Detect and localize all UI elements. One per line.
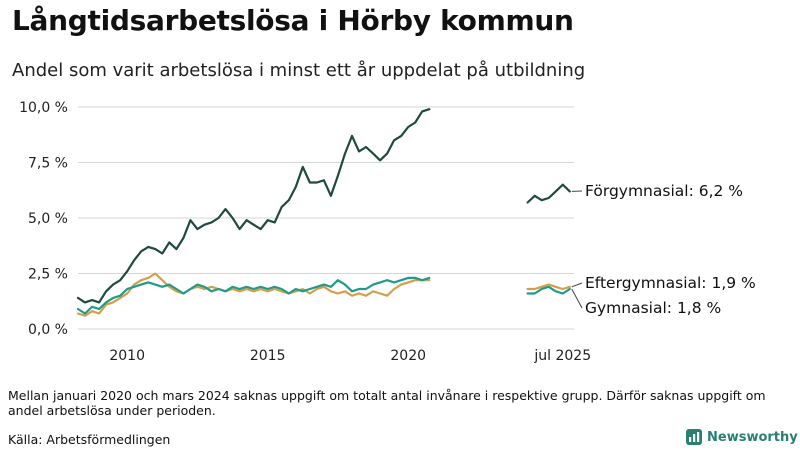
series-line-förgymnasial [526, 183, 571, 204]
end-label-gymnasial: Gymnasial: 1,8 % [585, 299, 721, 317]
end-labels: Förgymnasial: 6,2 % Eftergymnasial: 1,9 %… [571, 182, 756, 317]
end-label-förgymnasial: Förgymnasial: 6,2 % [585, 182, 743, 200]
chart-subtitle: Andel som varit arbetslösa i minst ett å… [12, 60, 586, 81]
y-tick-label: 7,5 % [28, 156, 68, 172]
newsworthy-logo[interactable]: Newsworthy [686, 429, 798, 445]
x-tick-label: 2020 [390, 348, 426, 364]
y-tick-label: 2,5 % [28, 267, 68, 283]
y-tick-label: 0,0 % [28, 322, 68, 338]
x-tick-label: 2010 [109, 348, 145, 364]
end-label-eftergymnasial: Eftergymnasial: 1,9 % [585, 274, 756, 292]
chart-title: Långtidsarbetslösa i Hörby kommun [12, 4, 574, 37]
x-axis-ticks: 2010 2015 2020 jul 2025 [109, 348, 591, 364]
leader-line [571, 282, 583, 288]
series-line-eftergymnasial [76, 272, 431, 317]
newsworthy-logo-icon [686, 429, 702, 445]
footnote: Mellan januari 2020 och mars 2024 saknas… [8, 388, 766, 418]
y-tick-label: 10,0 % [19, 100, 68, 116]
source-text: Källa: Arbetsförmedlingen [8, 432, 171, 447]
y-axis-ticks: 0,0 % 2,5 % 5,0 % 7,5 % 10,0 % [19, 100, 68, 338]
x-tick-label: 2015 [250, 348, 286, 364]
series-line-förgymnasial [76, 108, 431, 304]
y-tick-label: 5,0 % [28, 211, 68, 227]
line-chart: 0,0 % 2,5 % 5,0 % 7,5 % 10,0 % 2010 2015 2020 j… [19, 100, 756, 364]
leader-line [571, 288, 583, 309]
series-line-eftergymnasial [526, 283, 571, 291]
x-tick-label: jul 2025 [533, 348, 591, 364]
series-line-gymnasial [526, 285, 571, 295]
series-line-gymnasial [76, 276, 431, 315]
brand-name: Newsworthy [707, 429, 798, 445]
series-lines [76, 108, 571, 317]
gridlines [78, 106, 574, 330]
